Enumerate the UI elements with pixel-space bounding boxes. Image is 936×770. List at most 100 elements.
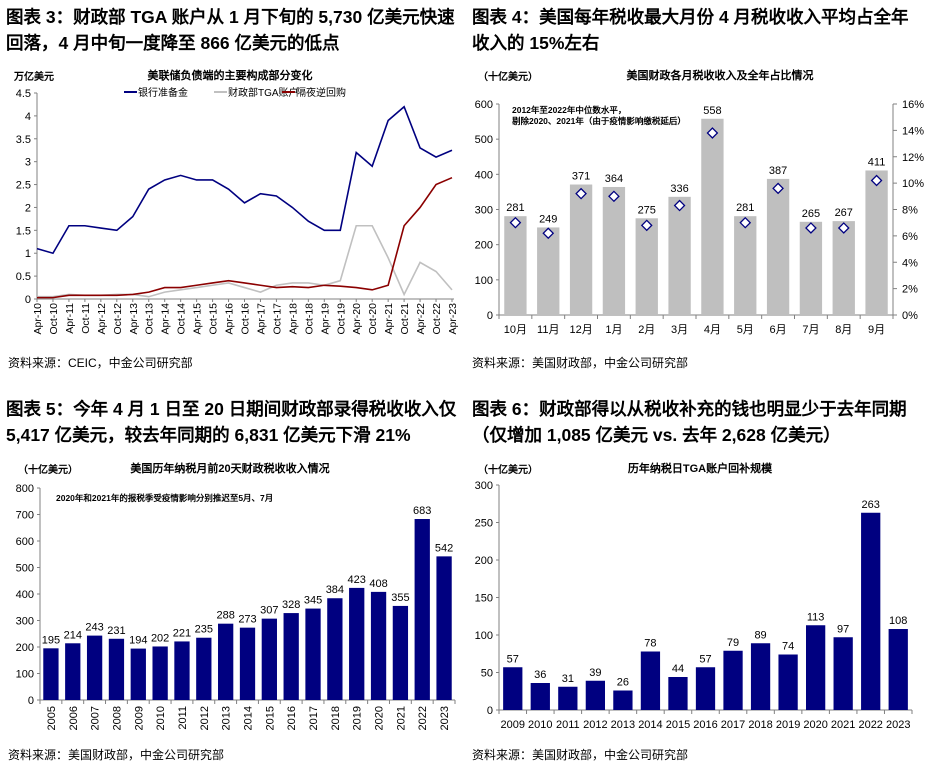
bar-2009 xyxy=(130,648,146,700)
x-tick-label: 2022 xyxy=(858,719,882,731)
y-tick-label: 0 xyxy=(487,705,493,717)
x-tick-label: 2006 xyxy=(68,706,80,730)
bar-4月 xyxy=(701,118,724,316)
x-tick-label: 2016 xyxy=(286,706,298,730)
data-label: 371 xyxy=(572,171,590,183)
data-label: 202 xyxy=(151,632,169,644)
x-tick-label: Apr-10 xyxy=(32,303,44,335)
bar-2月 xyxy=(635,218,658,315)
bar-7月 xyxy=(799,221,823,315)
data-label: 408 xyxy=(369,578,387,590)
x-tick-label: 2012 xyxy=(583,719,607,731)
x-tick-label: Apr-14 xyxy=(160,303,172,335)
y-tick-label: 600 xyxy=(475,99,493,111)
y-tick-label: 4 xyxy=(25,111,31,123)
chart-3-annotation: 2020年和2021年的报税季受疫情影响分别推迟至5月、7月 xyxy=(56,493,273,503)
data-label: 267 xyxy=(835,207,853,219)
x-tick-label: 2005 xyxy=(46,706,58,730)
bar-2023 xyxy=(888,629,908,710)
data-label: 542 xyxy=(435,542,453,554)
x-tick-label: 2017 xyxy=(308,706,320,730)
bar-3月 xyxy=(668,196,691,315)
data-label: 243 xyxy=(85,622,103,634)
x-tick-label: 2023 xyxy=(886,719,910,731)
x-tick-label: 3月 xyxy=(671,324,688,336)
share-marker-9月 xyxy=(870,174,883,187)
x-tick-label: Oct-17 xyxy=(271,303,283,335)
bar-5月 xyxy=(734,216,757,315)
x-tick-label: Apr-20 xyxy=(351,303,363,335)
y-tick-label: 300 xyxy=(475,480,493,492)
chart-3-ylabel: （十亿美元） xyxy=(18,463,78,476)
x-tick-label: 2022 xyxy=(417,706,429,730)
y-tick-label: 1.5 xyxy=(16,225,31,237)
share-marker-2月 xyxy=(640,219,653,232)
y2-tick-label: 0% xyxy=(902,310,918,322)
x-tick-label: 2016 xyxy=(693,719,717,731)
share-marker-7月 xyxy=(805,222,817,234)
data-label: 281 xyxy=(506,202,524,214)
y2-tick-label: 10% xyxy=(902,178,924,190)
y-tick-label: 100 xyxy=(475,275,493,287)
bar-2016 xyxy=(283,613,299,700)
bar-2018 xyxy=(750,643,771,710)
bar-2013 xyxy=(613,690,633,710)
bar-2012 xyxy=(585,680,606,710)
bar-2015 xyxy=(261,618,277,700)
chart-3: 美国历年纳税月前20天财政税收收入情况 （十亿美元） 0 100 200 300 400 50… xyxy=(16,461,456,730)
data-label: 288 xyxy=(216,610,234,622)
bar-2019 xyxy=(778,654,798,710)
x-tick-label: 2023 xyxy=(439,706,451,730)
y-tick-label: 3 xyxy=(25,157,31,169)
data-label: 384 xyxy=(326,584,344,596)
data-label: 194 xyxy=(129,635,147,647)
x-tick-label: 2015 xyxy=(264,706,276,730)
data-label: 231 xyxy=(107,625,125,637)
legend-label: 财政部TGA账户 xyxy=(228,86,299,99)
data-label: 558 xyxy=(703,105,721,117)
x-tick-label: 2014 xyxy=(243,706,255,730)
x-tick-label: Oct-22 xyxy=(431,303,443,335)
x-tick-label: 6月 xyxy=(770,324,787,336)
x-tick-label: Apr-19 xyxy=(319,303,331,335)
x-tick-label: 2013 xyxy=(221,706,233,730)
x-tick-label: Apr-18 xyxy=(287,303,299,335)
panel-6-source: 资料来源：美国财政部，中金公司研究部 xyxy=(472,748,689,762)
y-tick-label: 2 xyxy=(25,202,31,214)
x-tick-label: 9月 xyxy=(868,324,885,336)
y-tick-label: 4.5 xyxy=(16,88,31,100)
panel-6-title-line2: （仅增加 1,085 亿美元 vs. 去年 2,628 亿美元） xyxy=(472,425,841,445)
x-tick-label: 2012 xyxy=(199,706,211,730)
share-marker-12月 xyxy=(575,187,587,200)
x-tick-label: Apr-17 xyxy=(255,303,267,335)
data-label: 387 xyxy=(769,165,787,177)
chart-3-title: 美国历年纳税月前20天财政税收收入情况 xyxy=(130,461,329,475)
chart-2-annotation-line2: 剔除2020、2021年（由于疫情影响缴税延后） xyxy=(511,116,686,126)
chart-1: 美联储负债端的主要构成部分变化 万亿美元 0 0.5 1 1.5 2 2.5 3 3.5 4 4.5 A… xyxy=(13,68,459,335)
panel-4-title-line2: 收入的 15%左右 xyxy=(472,33,600,53)
y2-tick-label: 6% xyxy=(902,231,918,243)
x-tick-label: 2018 xyxy=(748,719,772,731)
bar-10月 xyxy=(504,216,527,315)
y2-tick-label: 8% xyxy=(902,205,918,217)
data-label: 89 xyxy=(754,629,766,641)
x-tick-label: Oct-21 xyxy=(399,303,411,335)
x-tick-label: 2010 xyxy=(155,706,167,730)
share-marker-10月 xyxy=(509,216,522,229)
legend-label: 银行准备金 xyxy=(138,86,188,99)
panel-6-title: 图表 6：财政部得以从税收补充的钱也明显少于去年同期 （仅增加 1,085 亿美… xyxy=(472,396,907,448)
x-tick-label: Apr-15 xyxy=(192,303,204,335)
x-tick-label: Apr-23 xyxy=(447,303,459,335)
x-tick-label: Oct-14 xyxy=(176,303,188,335)
data-label: 355 xyxy=(391,592,409,604)
y-tick-label: 0.5 xyxy=(16,271,31,283)
y-tick-label: 1 xyxy=(25,248,31,260)
x-tick-label: 2020 xyxy=(803,719,827,731)
y-tick-label: 150 xyxy=(475,593,493,605)
panel-5-title-line1: 图表 5：今年 4 月 1 日至 20 日期间财政部录得税收收入仅 xyxy=(6,399,457,419)
bar-2023 xyxy=(436,556,452,700)
bar-2020 xyxy=(370,591,387,700)
bar-2005 xyxy=(43,648,59,700)
chart-4: 历年纳税日TGA账户回补规模 （十亿美元） 0 50 100 150 200 250 300 57… xyxy=(475,461,913,731)
